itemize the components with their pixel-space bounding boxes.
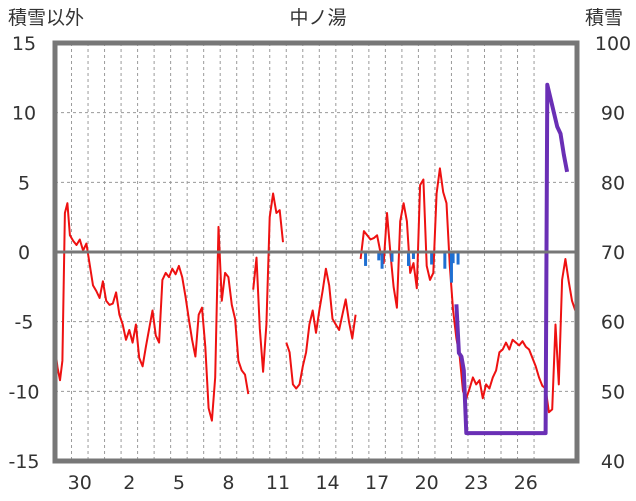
left-tick-label: 10 [12,103,36,125]
left-tick-label: 0 [18,242,30,264]
x-tick-label: 20 [415,472,439,494]
left-tick-label: -15 [8,451,39,473]
x-tick-label: 2 [123,472,135,494]
x-tick-label: 23 [464,472,488,494]
x-tick-label: 5 [173,472,185,494]
series-layer [54,82,577,436]
chart-title: 中ノ湯 [289,7,346,29]
right-axis-ticks: 100 90 80 70 60 50 40 [595,33,631,473]
x-tick-label: 30 [68,472,92,494]
left-tick-label: 15 [12,33,36,55]
x-axis-ticks: 30 2 5 8 11 14 17 20 23 26 [68,472,538,494]
x-tick-label: 17 [365,472,389,494]
right-axis-title: 積雪 [585,7,623,29]
left-axis-ticks: 15 10 5 0 -5 -10 -15 [8,33,39,473]
left-tick-label: -10 [8,381,39,403]
x-tick-label: 8 [222,472,234,494]
x-tick-label: 11 [266,472,290,494]
series-0-line [359,167,577,414]
left-axis-title: 積雪以外 [8,7,84,29]
x-tick-label: 14 [315,472,339,494]
right-tick-label: 40 [601,451,625,473]
x-tick-label: 26 [514,472,538,494]
series-0-line [285,267,357,390]
right-tick-label: 70 [601,242,625,264]
left-tick-label: 5 [18,172,30,194]
series-2-line [454,82,570,436]
right-tick-label: 90 [601,103,625,125]
right-tick-label: 80 [601,172,625,194]
right-tick-label: 60 [601,312,625,334]
series-0-line [252,192,284,373]
series-0-line [54,202,250,422]
left-tick-label: -5 [15,312,34,334]
right-tick-label: 50 [601,381,625,403]
right-tick-label: 100 [595,33,631,55]
